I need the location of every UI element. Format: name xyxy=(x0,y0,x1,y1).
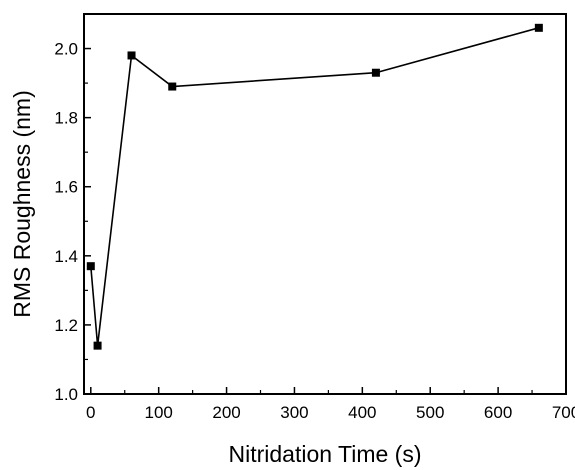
x-tick-label: 0 xyxy=(86,403,95,422)
y-axis-title: RMS Roughness (nm) xyxy=(9,90,35,318)
x-tick-label: 500 xyxy=(416,403,444,422)
data-point-marker xyxy=(534,23,543,32)
y-tick-label: 1.4 xyxy=(54,247,78,266)
data-point-marker xyxy=(168,82,177,91)
x-tick-label: 200 xyxy=(212,403,240,422)
data-point-marker xyxy=(86,262,95,271)
y-axis-ticks: 1.0 1.2 1.4 1.6 1.8 2.0 xyxy=(54,40,91,404)
x-tick-label: 100 xyxy=(144,403,172,422)
x-axis-title: Nitridation Time (s) xyxy=(229,441,422,467)
data-point-marker xyxy=(371,68,380,77)
y-tick-label: 1.0 xyxy=(54,385,78,404)
x-axis-ticks: 0 100 200 300 400 500 600 700 xyxy=(86,387,575,422)
y-tick-label: 1.6 xyxy=(54,178,78,197)
x-tick-label: 400 xyxy=(348,403,376,422)
series-group xyxy=(86,23,543,350)
x-tick-label: 300 xyxy=(280,403,308,422)
x-tick-label: 700 xyxy=(552,403,575,422)
series-line xyxy=(90,27,540,346)
x-tick-label: 600 xyxy=(484,403,512,422)
y-tick-label: 1.2 xyxy=(54,316,78,335)
data-point-marker xyxy=(127,51,136,60)
plot-frame xyxy=(83,13,567,395)
data-point-marker xyxy=(93,341,102,350)
y-tick-label: 1.8 xyxy=(54,109,78,128)
y-tick-label: 2.0 xyxy=(54,40,78,59)
